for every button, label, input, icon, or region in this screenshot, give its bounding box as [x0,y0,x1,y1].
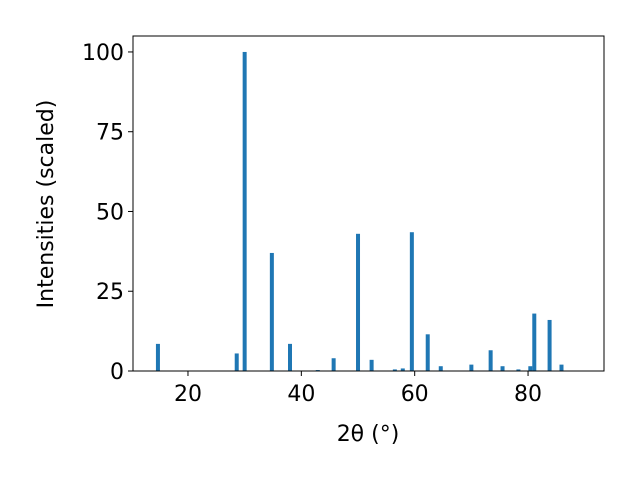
y-axis-label: Intensities (scaled) [34,100,59,309]
bar [331,358,336,371]
x-tick-label: 60 [401,382,429,407]
bar [469,364,474,371]
bar [392,369,397,371]
y-tick-label: 75 [96,121,124,146]
y-tick-label: 25 [96,280,124,305]
bar [500,366,505,371]
bar [288,343,292,371]
bar [269,252,274,371]
bar [547,319,552,371]
y-tick-label: 0 [110,360,124,385]
bar [425,334,430,371]
bar [516,369,521,371]
y-tick-label: 100 [82,41,124,66]
bar [559,364,564,371]
bar [532,313,537,371]
bar [528,366,533,371]
x-tick-label: 40 [287,382,315,407]
bar [488,350,493,371]
bar [234,353,239,371]
bar [242,51,247,371]
bar [155,343,160,371]
x-tick-label: 80 [514,382,542,407]
bar [409,232,414,371]
bar [438,366,443,371]
plot-frame [132,35,605,372]
x-tick-label: 20 [174,382,202,407]
y-tick-label: 50 [96,200,124,225]
bar [356,233,361,371]
bar [400,368,405,371]
bar [369,359,374,371]
x-axis-label: 2θ (°) [337,422,400,447]
